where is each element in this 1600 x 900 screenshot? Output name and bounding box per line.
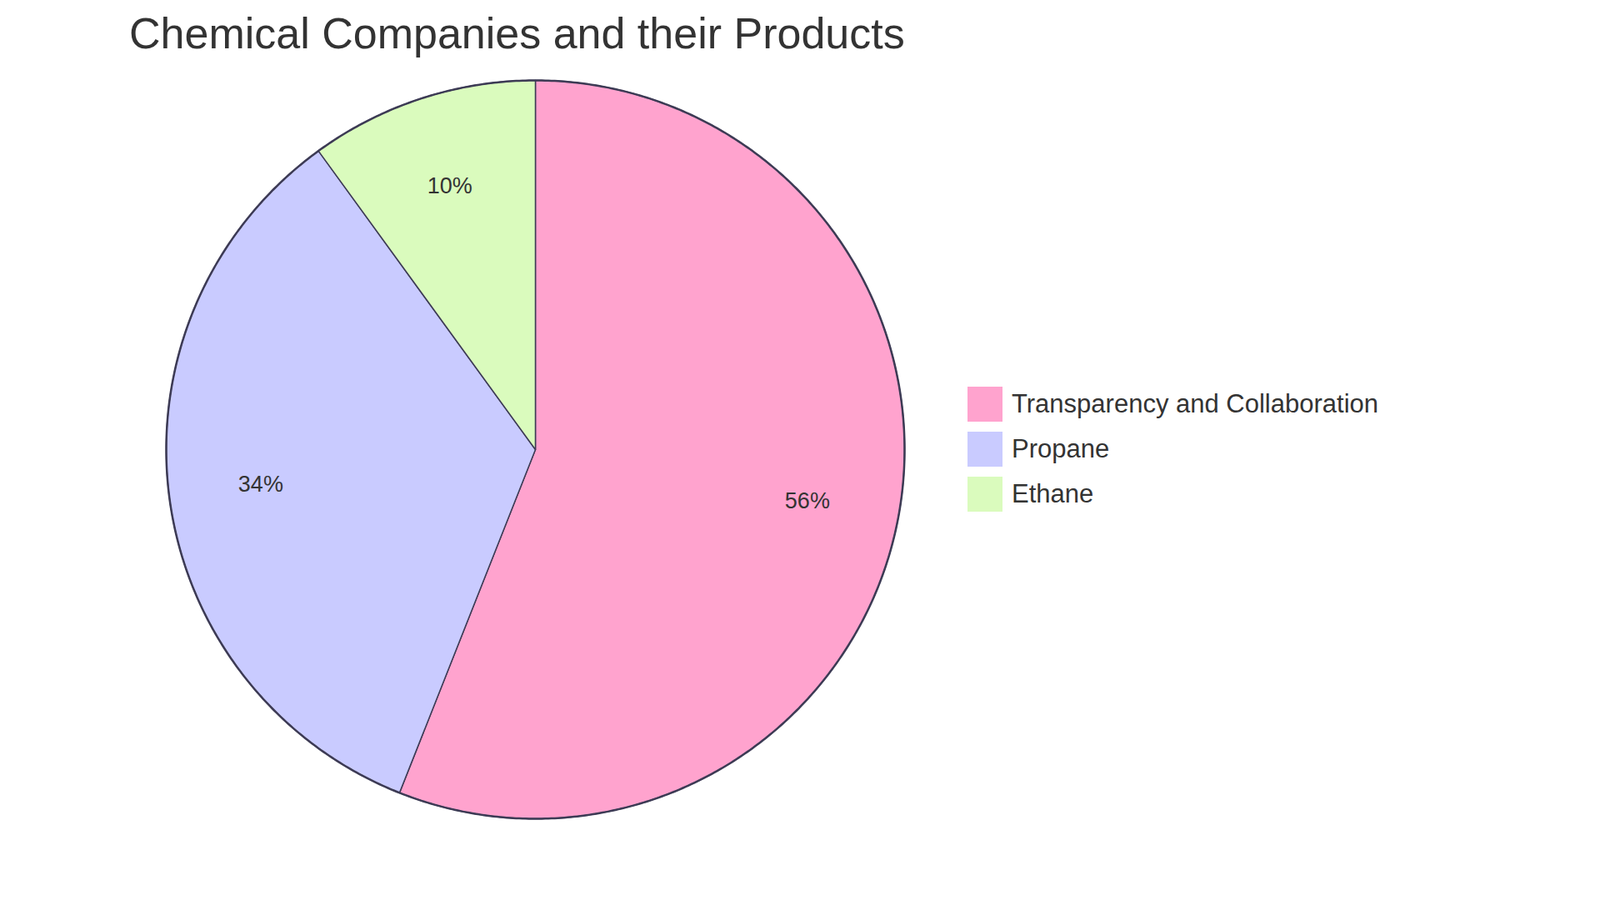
html-text:Propane: Propane xyxy=(1011,434,1110,464)
svg-text:34%: 34% xyxy=(238,471,284,497)
svg-text:56%: 56% xyxy=(785,488,830,514)
html-text:Ethane: Ethane xyxy=(1011,479,1094,509)
svg-text:10%: 10% xyxy=(427,173,473,199)
html-text:Chemical Companies and their P: Chemical Companies and their Products xyxy=(129,9,905,58)
html-text:Transparency and Collaboration: Transparency and Collaboration xyxy=(1011,389,1379,419)
